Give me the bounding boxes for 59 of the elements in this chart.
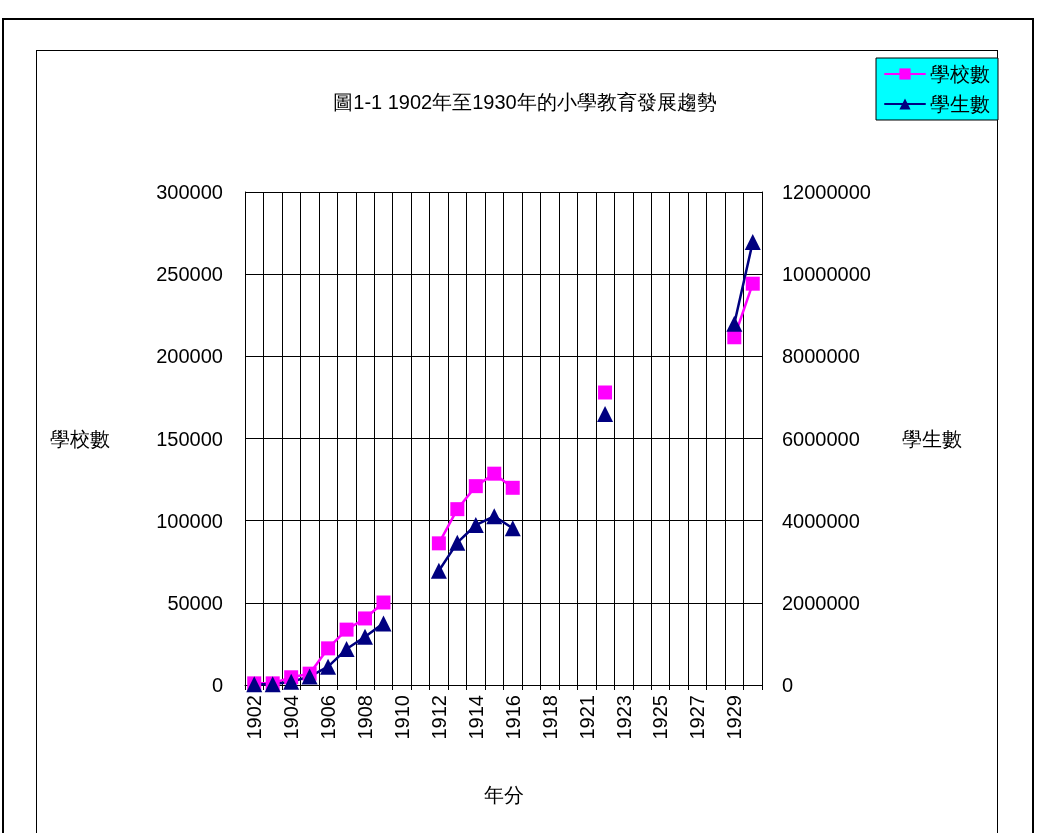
y-tick-label: 250000 (156, 263, 223, 286)
point (430, 562, 447, 579)
point (431, 536, 446, 551)
y2-tick-label: 2000000 (782, 591, 860, 614)
y2-tick-label: 12000000 (782, 181, 871, 203)
chart-title: 圖1-1 1902年至1930年的小學教育發展趨勢 (333, 91, 717, 113)
x-tick-label: 1929 (723, 695, 746, 740)
point (744, 234, 761, 251)
point (467, 517, 484, 534)
y-tick-label: 0 (211, 674, 223, 696)
point (505, 480, 520, 495)
x-tick-label: 1906 (317, 695, 340, 740)
x-tick-label: 1918 (538, 695, 561, 740)
y2-tick-label: 4000000 (782, 509, 860, 532)
point (338, 641, 355, 658)
point (357, 628, 374, 645)
point (376, 595, 391, 610)
y2-tick-label: 6000000 (782, 427, 860, 450)
point (320, 658, 337, 675)
y-tick-label: 300000 (156, 181, 223, 203)
legend-label: 學生數 (930, 93, 990, 115)
y2-axis-title: 學生數 (902, 427, 962, 450)
x-tick-label: 1916 (501, 695, 524, 740)
point (339, 622, 354, 637)
point (486, 508, 503, 525)
x-axis-title: 年分 (483, 784, 524, 806)
point (283, 673, 300, 690)
legend-label: 學校數 (930, 63, 990, 85)
point (745, 276, 760, 291)
y-tick-label: 200000 (156, 345, 223, 368)
y2-tick-label: 8000000 (782, 345, 860, 368)
x-tick-label: 1904 (280, 695, 303, 740)
y-tick-label: 150000 (156, 427, 223, 450)
point (726, 315, 743, 332)
y-tick-label: 50000 (167, 591, 223, 614)
y2-tick-label: 10000000 (782, 263, 871, 286)
x-tick-label: 1927 (686, 695, 709, 740)
point (321, 641, 336, 656)
x-tick-label: 1910 (390, 695, 413, 740)
point (450, 502, 465, 517)
x-tick-label: 1925 (649, 695, 672, 740)
point (301, 668, 318, 685)
x-tick-label: 1923 (612, 695, 635, 740)
x-tick-label: 1908 (354, 695, 377, 740)
point (468, 479, 483, 494)
point (487, 466, 502, 481)
y-axis-title: 學校數 (50, 427, 110, 450)
y-tick-label: 100000 (156, 509, 223, 532)
point (598, 385, 613, 400)
x-tick-label: 1914 (464, 695, 487, 740)
point (358, 611, 373, 626)
x-tick-label: 1912 (427, 695, 450, 740)
point (375, 615, 392, 632)
point (597, 406, 614, 423)
point (504, 520, 521, 537)
x-tick-label: 1921 (575, 695, 598, 740)
y2-tick-label: 0 (782, 674, 794, 696)
x-tick-label: 1902 (243, 695, 266, 740)
point (449, 534, 466, 551)
